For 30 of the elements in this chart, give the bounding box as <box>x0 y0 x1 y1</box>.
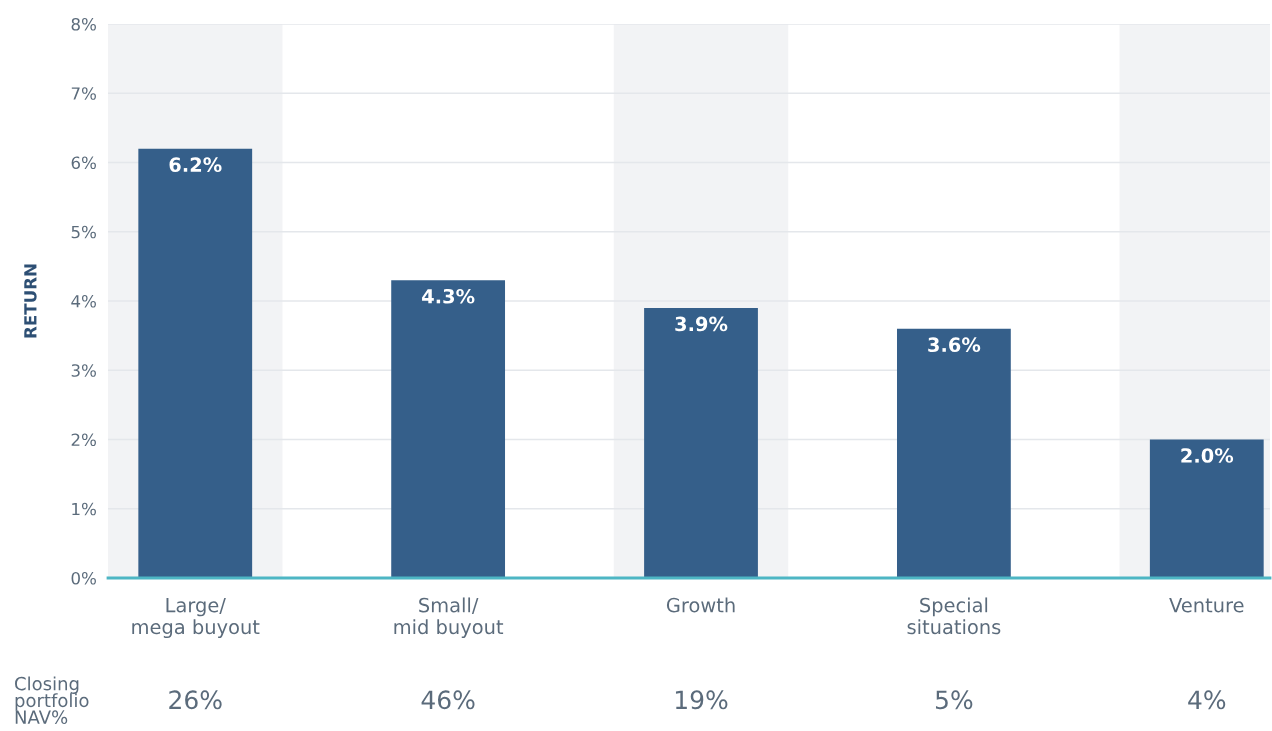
x-tick-label: Growth <box>666 597 735 613</box>
data-label: 2.0% <box>1181 448 1234 463</box>
x-tick-label: Small/ mid buyout <box>394 597 504 639</box>
text: 26% <box>169 690 222 710</box>
data-label: 6.2% <box>169 157 222 173</box>
y-tick-label: 5% <box>71 225 96 239</box>
text: 19% <box>675 690 728 710</box>
x-tick-label: Special situations <box>907 597 1001 635</box>
bar <box>1149 439 1264 578</box>
text: 5% <box>936 690 973 710</box>
bar <box>897 328 1011 578</box>
text: Closing portfolio NAV% <box>15 676 89 725</box>
bar <box>644 307 758 578</box>
data-label: 3.9% <box>675 316 728 332</box>
text: 46% <box>421 690 475 710</box>
x-tick-label: Venture <box>1169 598 1244 613</box>
y-tick-label: 6% <box>71 156 96 170</box>
data-label: 3.6% <box>928 337 981 353</box>
data-label: 4.3% <box>422 288 475 304</box>
y-tick-label: 2% <box>71 433 96 447</box>
y-tick-label: 1% <box>72 502 96 516</box>
bar <box>391 280 506 578</box>
text: 4% <box>1188 690 1226 710</box>
y-tick-label: 3% <box>71 364 96 377</box>
y-tick-label: 7% <box>71 87 96 100</box>
x-tick-label: Large/ mega buyout <box>132 598 260 639</box>
y-tick-label: 8% <box>71 17 96 31</box>
y-tick-label: 4% <box>71 294 96 308</box>
y-tick-label: 0% <box>71 571 96 585</box>
y-axis-title: RETURN <box>24 264 37 338</box>
